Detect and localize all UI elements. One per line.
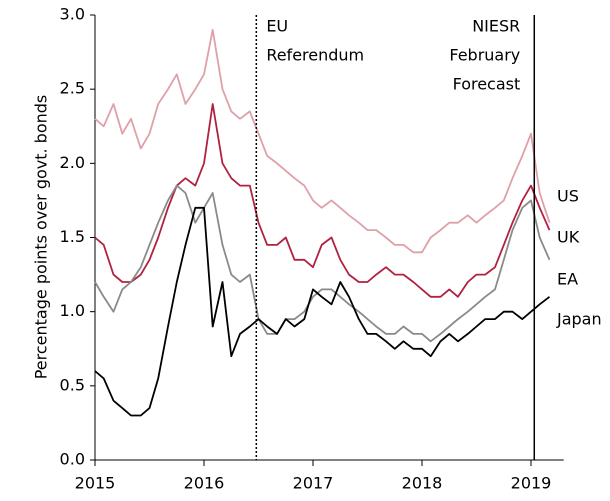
annotation-text: Forecast	[453, 75, 521, 94]
y-tick-label: 1.5	[60, 227, 85, 246]
legend-label: Japan	[556, 310, 602, 329]
series-line	[94, 184, 551, 343]
legend-label: EA	[557, 270, 578, 289]
series-line	[94, 206, 551, 417]
annotation-text: EU	[266, 17, 288, 36]
x-tick-label: 2018	[402, 474, 443, 493]
y-tick-label: 0.5	[60, 375, 85, 394]
annotation-text: NIESR	[472, 17, 520, 36]
y-tick-label: 0.0	[60, 450, 85, 469]
legend-label: UK	[557, 228, 580, 247]
annotation-text: February	[449, 46, 520, 65]
y-tick-label: 2.5	[60, 79, 85, 98]
y-tick-label: 1.0	[60, 301, 85, 320]
series-line	[94, 28, 551, 254]
y-tick-label: 2.0	[60, 153, 85, 172]
x-tick-label: 2016	[184, 474, 225, 493]
annotation-text: Referendum	[266, 46, 364, 65]
series-line	[94, 103, 551, 298]
y-tick-label: 3.0	[60, 5, 85, 24]
y-axis-label: Percentage points over govt. bonds	[32, 95, 51, 380]
x-tick-label: 2019	[511, 474, 552, 493]
x-tick-label: 2015	[75, 474, 116, 493]
x-tick-label: 2017	[293, 474, 334, 493]
legend-label: US	[557, 187, 579, 206]
